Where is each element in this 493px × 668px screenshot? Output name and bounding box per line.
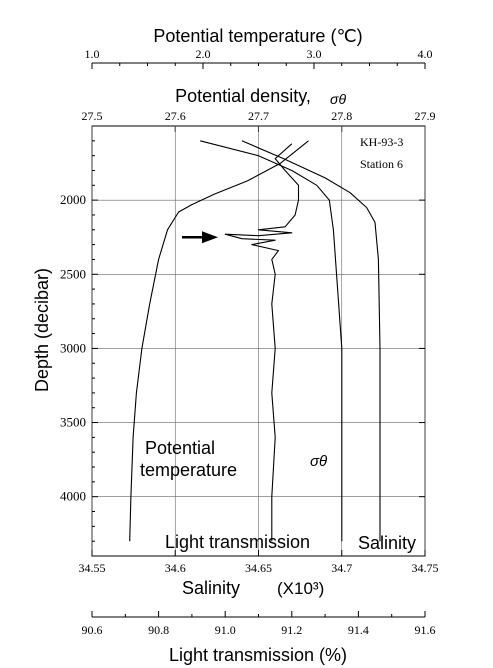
series-line-top2 [200, 140, 343, 542]
light-transmission-tick-label: 91.4 [348, 623, 369, 637]
series-line-top1 [129, 140, 309, 542]
series-line-bottom2 [224, 143, 300, 542]
depth-axis-title: Depth (decibar) [32, 268, 52, 392]
feature-arrow [182, 231, 218, 244]
light-transmission-tick-label: 91.2 [281, 623, 302, 637]
salinity-tick-label: 34.65 [245, 561, 272, 575]
salinity-tick-label: 34.6 [165, 561, 186, 575]
salinity-series-label: Salinity [358, 533, 416, 553]
density-axis: Potential density, σθ 27.5 27.6 27.7 27.8 27… [82, 86, 436, 132]
temperature-tick-label: 3.0 [307, 47, 322, 61]
sigma-theta-label: σθ [310, 453, 327, 470]
temperature-tick-label: 1.0 [85, 47, 100, 61]
depth-tick-label: 2500 [60, 266, 86, 281]
depth-axis: 2000 2500 3000 3500 4000 [60, 140, 425, 542]
salinity-axis-unit: (X10³) [277, 579, 324, 598]
potential-temperature-label-1: Potential [145, 438, 215, 458]
light-transmission-tick-label: 91.6 [415, 623, 436, 637]
gridlines [91, 126, 426, 556]
potential-temperature-label-2: temperature [140, 460, 237, 480]
station-cruise-label: KH-93-3 [360, 135, 403, 149]
density-tick-label: 27.8 [331, 109, 352, 123]
light-transmission-axis-title: Light transmission (%) [169, 645, 347, 665]
density-axis-title: Potential density, [175, 86, 311, 106]
light-transmission-tick-label: 90.8 [148, 623, 169, 637]
salinity-axis-title: Salinity [182, 578, 240, 598]
density-tick-label: 27.5 [82, 109, 103, 123]
salinity-tick-label: 34.7 [331, 561, 352, 575]
salinity-tick-label: 34.55 [79, 561, 106, 575]
arrow-head [202, 231, 218, 244]
density-tick-label: 27.9 [415, 109, 436, 123]
light-transmission-tick-label: 91.0 [215, 623, 236, 637]
temperature-axis-title: Potential temperature (℃) [153, 26, 362, 46]
light-transmission-tick-label: 90.6 [82, 623, 103, 637]
density-tick-label: 27.7 [248, 109, 269, 123]
light-transmission-axis: 90.6 90.8 91.0 91.2 91.4 91.6 Light transmiss… [82, 611, 436, 665]
depth-tick-label: 2000 [60, 192, 86, 207]
depth-tick-label: 4000 [60, 489, 86, 504]
temperature-axis: 1.0 2.0 3.0 4.0 Potential temperature (℃) [85, 26, 433, 69]
salinity-axis: 34.55 34.6 34.65 34.7 34.75 [79, 550, 439, 575]
series-line-bottom1 [241, 140, 381, 542]
density-tick-label: 27.6 [165, 109, 186, 123]
station-number-label: Station 6 [360, 157, 403, 171]
temperature-tick-label: 4.0 [418, 47, 433, 61]
depth-tick-label: 3000 [60, 340, 86, 355]
light-transmission-label: Light transmission [165, 532, 310, 552]
series-group [129, 140, 381, 542]
depth-tick-label: 3500 [60, 415, 86, 430]
density-axis-symbol: σθ [330, 91, 346, 107]
temperature-tick-label: 2.0 [196, 47, 211, 61]
salinity-tick-label: 34.75 [412, 561, 439, 575]
